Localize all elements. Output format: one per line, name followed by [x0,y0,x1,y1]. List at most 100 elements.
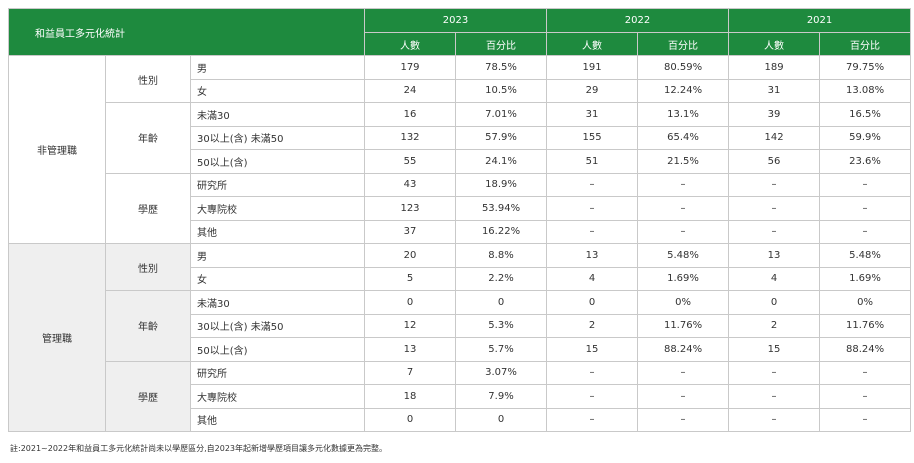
count-cell: 13 [364,337,456,362]
percent-cell: 0 [454,407,548,432]
footnote: 註:2021~2022年和益員工多元化統計尚未以學歷區分,自2023年起新增學歷… [10,444,388,453]
item-label: 未滿30 [190,290,365,315]
table-header: 和益員工多元化統計 2023 2022 2021 人數 百分比 人數 百分比 人… [8,8,912,56]
percent-cell: 0% [637,290,730,315]
table-row: 年齡 未滿30 16 7.01% 31 13.1% 39 16.5% [9,102,912,174]
column-header-row: 人數 百分比 人數 百分比 人數 百分比 [9,32,912,56]
count-cell: – [728,407,821,432]
count-cell: 15 [546,337,639,362]
count-cell: – [546,407,639,432]
percent-cell: 7.01% [454,102,548,127]
table-row: 50以上(含) 55 24.1% 51 21.5% 56 23.6% [9,149,912,174]
item-label: 30以上(含) 未滿50 [190,313,365,338]
percent-cell: 0 [454,290,548,315]
percent-cell: 57.9% [454,125,548,150]
percent-cell: – [819,407,912,432]
count-cell: 15 [728,337,821,362]
non-management-section: 非管理職 性別男 179 78.5% 191 80.59% 189 79.75% 女 24 10.5… [8,55,912,244]
count-cell: 4 [728,266,821,291]
table-row: 30以上(含) 未滿50 132 57.9% 155 65.4% 142 59.9% [9,125,912,150]
percent-cell: – [819,384,912,409]
percent-cell: 23.6% [819,149,912,174]
count-cell: – [546,360,639,385]
count-cell: 16 [364,102,456,127]
percent-cell: – [819,172,912,197]
percent-cell: 2.2% [454,266,548,291]
count-cell: – [728,384,821,409]
count-cell: 56 [728,149,821,174]
count-cell: 18 [364,384,456,409]
count-cell: 4 [546,266,639,291]
count-cell: 13 [728,243,821,268]
category-label: 年齡 [105,102,191,174]
count-cell: 51 [546,149,639,174]
percent-cell: 12.24% [637,78,730,103]
count-cell: 5 [364,266,456,291]
management-section: 管理職 性別男 20 8.8% 13 5.48% 13 5.48% 女 5 2.2% 4 1.69% 4 1… [8,243,912,432]
percent-cell: – [637,172,730,197]
table-row: 年齡 未滿30 0 0 0 0% 0 0% [9,290,912,362]
table-title: 和益員工多元化統計 [8,8,365,56]
item-label: 50以上(含) [190,337,365,362]
table-row: 30以上(含) 未滿50 12 5.3% 2 11.76% 2 11.76% [9,313,912,338]
count-header: 人數 [546,32,639,56]
category-label: 學歷 [105,360,191,432]
count-cell: 0 [364,290,456,315]
year-header-row: 和益員工多元化統計 2023 2022 2021 [8,8,912,56]
item-label: 其他 [190,219,365,244]
item-label: 大專院校 [190,384,365,409]
group-label: 管理職 [8,243,106,432]
percent-cell: 5.48% [637,243,730,268]
table-row: 管理職 性別男 20 8.8% 13 5.48% 13 5.48% [8,243,912,432]
category-label: 年齡 [105,290,191,362]
category-label: 學歷 [105,172,191,244]
table-row: 50以上(含) 13 5.7% 15 88.24% 15 88.24% [9,337,912,362]
percent-cell: 79.75% [819,55,912,80]
percent-cell: 0% [819,290,912,315]
percent-cell: 8.8% [454,243,548,268]
percent-cell: 5.7% [454,337,548,362]
percent-cell: – [637,360,730,385]
percent-cell: 11.76% [819,313,912,338]
group-label: 非管理職 [8,55,106,244]
count-cell: 132 [364,125,456,150]
percent-header: 百分比 [637,32,730,56]
percent-cell: 78.5% [454,55,548,80]
count-cell: – [546,172,639,197]
percent-cell: 1.69% [637,266,730,291]
percent-cell: 13.08% [819,78,912,103]
count-cell: 0 [364,407,456,432]
item-label: 女 [190,266,365,291]
percent-cell: – [819,360,912,385]
year-header-2022: 2022 [546,8,730,33]
item-label: 研究所 [190,172,365,197]
percent-cell: 80.59% [637,55,730,80]
count-cell: 0 [728,290,821,315]
percent-cell: – [637,219,730,244]
item-label: 研究所 [190,360,365,385]
table-row: 其他 37 16.22% – – – – [9,219,912,244]
item-label: 男 [190,243,365,268]
percent-cell: 88.24% [819,337,912,362]
percent-cell: 5.3% [454,313,548,338]
count-cell: 24 [364,78,456,103]
count-cell: 12 [364,313,456,338]
diversity-table: 和益員工多元化統計 2023 2022 2021 人數 百分比 人數 百分比 人… [8,8,912,432]
count-cell: 31 [546,102,639,127]
count-header: 人數 [728,32,821,56]
count-cell: – [728,196,821,221]
percent-cell: 59.9% [819,125,912,150]
percent-cell: 7.9% [454,384,548,409]
count-cell: – [546,384,639,409]
count-cell: – [728,360,821,385]
table-row: 學歷 研究所 43 18.9% – – – – [9,172,912,244]
count-cell: – [728,172,821,197]
count-cell: 29 [546,78,639,103]
item-label: 未滿30 [190,102,365,127]
percent-cell: 88.24% [637,337,730,362]
item-label: 女 [190,78,365,103]
table-row: 學歷 研究所 7 3.07% – – – – [9,360,912,432]
count-cell: 191 [546,55,639,80]
percent-cell: – [637,196,730,221]
count-cell: 20 [364,243,456,268]
